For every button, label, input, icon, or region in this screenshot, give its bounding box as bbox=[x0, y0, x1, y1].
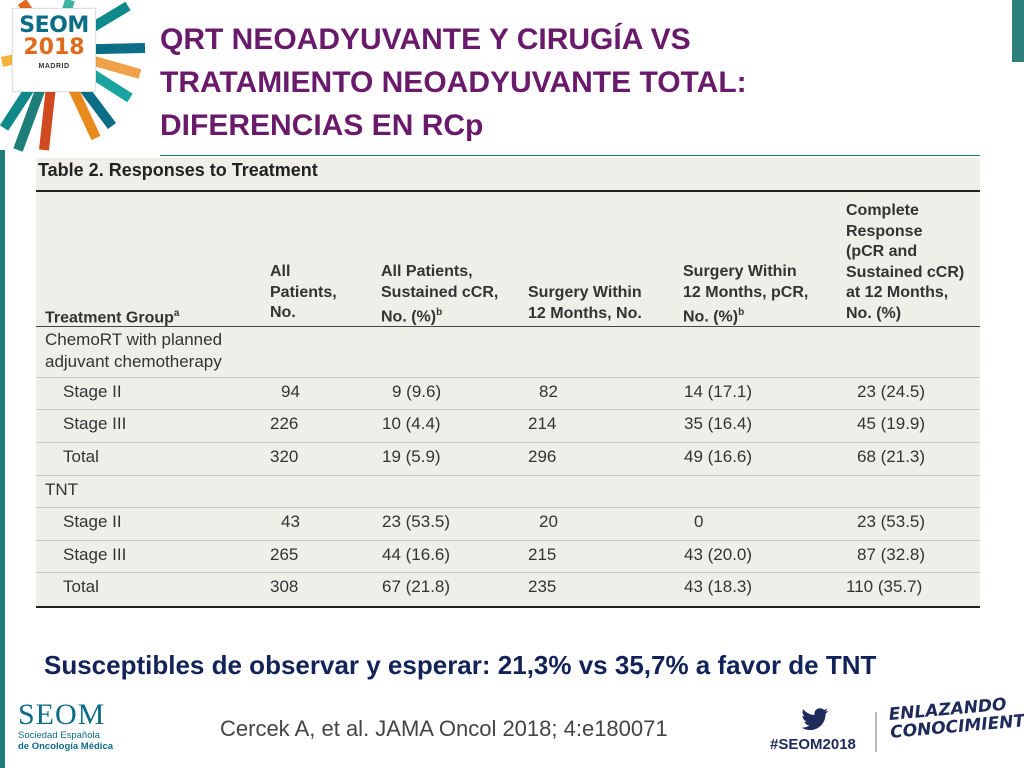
cell-complete-response: 68 (21.3) bbox=[857, 447, 926, 466]
left-accent-rail bbox=[0, 150, 5, 768]
cell-all-patients: 94 bbox=[281, 382, 300, 401]
header-sustained-ccr: All Patients, Sustained cCR, No. (%)b bbox=[381, 263, 499, 326]
title-divider bbox=[160, 155, 980, 156]
cell-all-patients: 265 bbox=[270, 545, 299, 564]
responses-table: Table 2. Responses to Treatment Treatmen… bbox=[36, 158, 980, 608]
cell-stage: Stage II bbox=[63, 382, 122, 401]
cell-stage: Total bbox=[63, 577, 99, 596]
cell-surgery-12m: 296 bbox=[528, 447, 557, 466]
title-line-1: QRT NEOADYUVANTE Y CIRUGÍA VS bbox=[160, 23, 691, 56]
table-caption: Table 2. Responses to Treatment bbox=[38, 160, 318, 180]
cell-sustained-ccr: 9 (9.6) bbox=[392, 382, 442, 401]
cell-all-patients: 308 bbox=[270, 577, 299, 596]
row-divider bbox=[36, 540, 980, 541]
right-accent-rail bbox=[1012, 0, 1024, 62]
table-row: Stage III 265 44 (16.6) 215 43 (20.0) 87… bbox=[36, 543, 980, 575]
caption-rule bbox=[36, 190, 980, 192]
cell-complete-response: 23 (53.5) bbox=[857, 512, 926, 531]
cell-all-patients: 226 bbox=[270, 414, 299, 433]
cell-sustained-ccr: 10 (4.4) bbox=[382, 414, 441, 433]
cell-sustained-ccr: 19 (5.9) bbox=[382, 447, 441, 466]
group-label: ChemoRT with planned bbox=[45, 330, 223, 349]
footer-separator bbox=[875, 712, 877, 752]
seom2018-logo: SEOM 2018 MADRID bbox=[12, 8, 96, 92]
header-surgery-12m: Surgery Within 12 Months, No. bbox=[528, 284, 642, 322]
cell-surgery-pcr: 14 (17.1) bbox=[684, 382, 753, 401]
table-bottom-rule bbox=[36, 606, 980, 608]
cell-all-patients: 43 bbox=[281, 512, 300, 531]
header-surgery-pcr: Surgery Within 12 Months, pCR, No. (%)b bbox=[683, 263, 809, 326]
cell-stage: Total bbox=[63, 447, 99, 466]
table-row: Stage II 43 23 (53.5) 20 0 23 (53.5) bbox=[36, 510, 980, 542]
header-all-patients: All Patients, No. bbox=[270, 263, 337, 321]
header-treatment-group: Treatment Groupa bbox=[45, 308, 180, 327]
table-row: Total 308 67 (21.8) 235 43 (18.3) 110 (3… bbox=[36, 575, 980, 607]
group-label: TNT bbox=[45, 480, 79, 499]
seom-subtitle-1: Sociedad Española bbox=[18, 730, 100, 741]
seom-wordmark: SEOM bbox=[18, 698, 106, 731]
row-divider bbox=[36, 507, 980, 508]
cell-surgery-pcr: 43 (20.0) bbox=[684, 545, 753, 564]
seom-subtitle-2: de Oncología Médica bbox=[18, 741, 114, 752]
logo-name: SEOM bbox=[19, 13, 89, 38]
hashtag-text: #SEOM2018 bbox=[770, 736, 856, 753]
table-row: Stage II 94 9 (9.6) 82 14 (17.1) 23 (24.… bbox=[36, 380, 980, 412]
slogan: ENLAZANDO CONOCIMIENTO bbox=[888, 695, 1024, 743]
conclusion-text: Susceptibles de observar y esperar: 21,3… bbox=[44, 650, 877, 680]
cell-sustained-ccr: 67 (21.8) bbox=[382, 577, 451, 596]
logo-city: MADRID bbox=[38, 63, 70, 70]
row-divider bbox=[36, 572, 980, 573]
citation: Cercek A, et al. JAMA Oncol 2018; 4:e180… bbox=[220, 716, 668, 741]
cell-surgery-12m: 235 bbox=[528, 577, 557, 596]
cell-surgery-12m: 20 bbox=[539, 512, 558, 531]
cell-complete-response: 110 (35.7) bbox=[846, 577, 923, 596]
cell-surgery-12m: 214 bbox=[528, 414, 557, 433]
cell-stage: Stage III bbox=[63, 545, 127, 564]
cell-complete-response: 23 (24.5) bbox=[857, 382, 926, 401]
cell-stage: Stage II bbox=[63, 512, 122, 531]
cell-complete-response: 45 (19.9) bbox=[857, 414, 926, 433]
cell-stage: Stage III bbox=[63, 414, 127, 433]
cell-surgery-12m: 82 bbox=[539, 382, 558, 401]
cell-surgery-12m: 215 bbox=[528, 545, 557, 564]
cell-sustained-ccr: 23 (53.5) bbox=[382, 512, 451, 531]
row-divider bbox=[36, 377, 980, 378]
cell-surgery-pcr: 49 (16.6) bbox=[684, 447, 753, 466]
header-complete-response: Complete Response (pCR and Sustained cCR… bbox=[846, 202, 965, 322]
cell-surgery-pcr: 0 bbox=[694, 512, 704, 531]
cell-all-patients: 320 bbox=[270, 447, 299, 466]
cell-surgery-pcr: 43 (18.3) bbox=[684, 577, 753, 596]
twitter-icon bbox=[801, 708, 829, 731]
title-line-2: TRATAMIENTO NEOADYUVANTE TOTAL: bbox=[160, 66, 747, 99]
row-divider bbox=[36, 475, 980, 476]
cell-sustained-ccr: 44 (16.6) bbox=[382, 545, 451, 564]
row-divider bbox=[36, 409, 980, 410]
slide-title: QRT NEOADYUVANTE Y CIRUGÍA VS TRATAMIENT… bbox=[160, 18, 860, 147]
row-divider bbox=[36, 442, 980, 443]
header-rule bbox=[36, 326, 980, 327]
title-line-3: DIFERENCIAS EN RCp bbox=[160, 109, 484, 142]
logo-year: 2018 bbox=[23, 35, 85, 60]
seom-footer-logo: SEOM Sociedad Española de Oncología Médi… bbox=[18, 698, 114, 753]
cell-surgery-pcr: 35 (16.4) bbox=[684, 414, 753, 433]
cell-complete-response: 87 (32.8) bbox=[857, 545, 926, 564]
group-label-cont: adjuvant chemotherapy bbox=[45, 352, 222, 371]
table-row: Stage III 226 10 (4.4) 214 35 (16.4) 45 … bbox=[36, 412, 980, 444]
table-row: Total 320 19 (5.9) 296 49 (16.6) 68 (21.… bbox=[36, 445, 980, 477]
